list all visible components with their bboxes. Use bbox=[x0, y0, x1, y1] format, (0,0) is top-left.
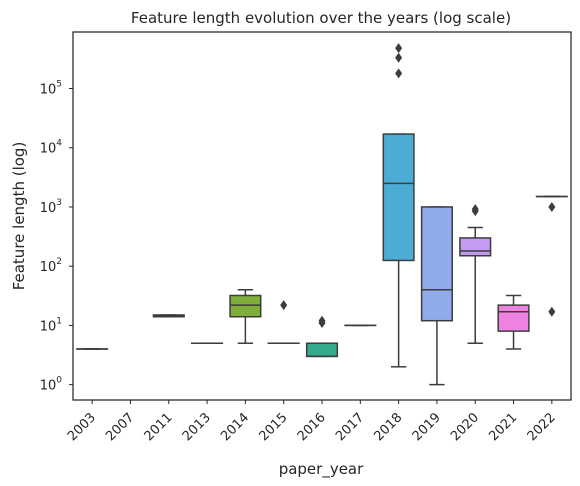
box-2016 bbox=[305, 315, 339, 358]
outlier-point bbox=[395, 68, 403, 79]
box-body bbox=[420, 206, 453, 322]
x-tick-label: 2014 bbox=[218, 410, 252, 444]
x-tick-label: 2020 bbox=[448, 410, 482, 444]
plot-content bbox=[76, 43, 568, 386]
x-tick-label: 2003 bbox=[65, 410, 99, 444]
outlier-point bbox=[548, 306, 556, 317]
box-2019 bbox=[420, 206, 453, 386]
chart-title: Feature length evolution over the years … bbox=[131, 9, 511, 27]
x-tick-label: 2022 bbox=[525, 410, 559, 444]
y-axis-label: Feature length (log) bbox=[10, 142, 28, 291]
x-tick-label: 2015 bbox=[257, 410, 291, 444]
x-tick-label: 2018 bbox=[371, 410, 405, 444]
box-2014 bbox=[229, 288, 262, 344]
x-axis-ticks: 2003 2007 2011 2013 2014 2015 2016 2017 2018 2019… bbox=[65, 400, 559, 444]
y-tick-label: 104 bbox=[40, 139, 63, 157]
outlier-point bbox=[395, 52, 403, 63]
outlier-point bbox=[318, 315, 326, 326]
x-axis-label: paper_year bbox=[279, 460, 364, 479]
y-tick-label: 105 bbox=[40, 80, 62, 98]
box-body bbox=[382, 133, 415, 262]
x-tick-label: 2011 bbox=[142, 410, 176, 444]
x-tick-label: 2017 bbox=[333, 410, 367, 444]
box-2022 bbox=[535, 195, 568, 317]
box-body bbox=[229, 294, 262, 318]
box-body bbox=[497, 304, 530, 332]
y-tick-label: 102 bbox=[40, 257, 62, 275]
box-2018 bbox=[382, 43, 415, 368]
outlier-point bbox=[395, 43, 403, 54]
outlier-point bbox=[471, 204, 479, 215]
outlier-point bbox=[548, 201, 556, 212]
y-tick-label: 103 bbox=[40, 198, 62, 216]
x-tick-label: 2019 bbox=[410, 410, 444, 444]
y-axis-ticks: 100 101 102 103 104 105 bbox=[40, 80, 73, 394]
x-tick-label: 2016 bbox=[295, 410, 329, 444]
x-tick-label: 2007 bbox=[103, 410, 137, 444]
box-body bbox=[305, 342, 339, 358]
y-tick-label: 100 bbox=[40, 376, 63, 394]
box-2020 bbox=[459, 204, 492, 344]
box-2011 bbox=[152, 314, 185, 318]
box-2021 bbox=[497, 294, 530, 350]
box-2015 bbox=[267, 300, 300, 344]
x-tick-label: 2013 bbox=[180, 410, 214, 444]
x-tick-label: 2021 bbox=[486, 410, 520, 444]
box-body bbox=[459, 237, 492, 257]
outlier-point bbox=[280, 300, 288, 311]
y-tick-label: 101 bbox=[40, 316, 62, 334]
